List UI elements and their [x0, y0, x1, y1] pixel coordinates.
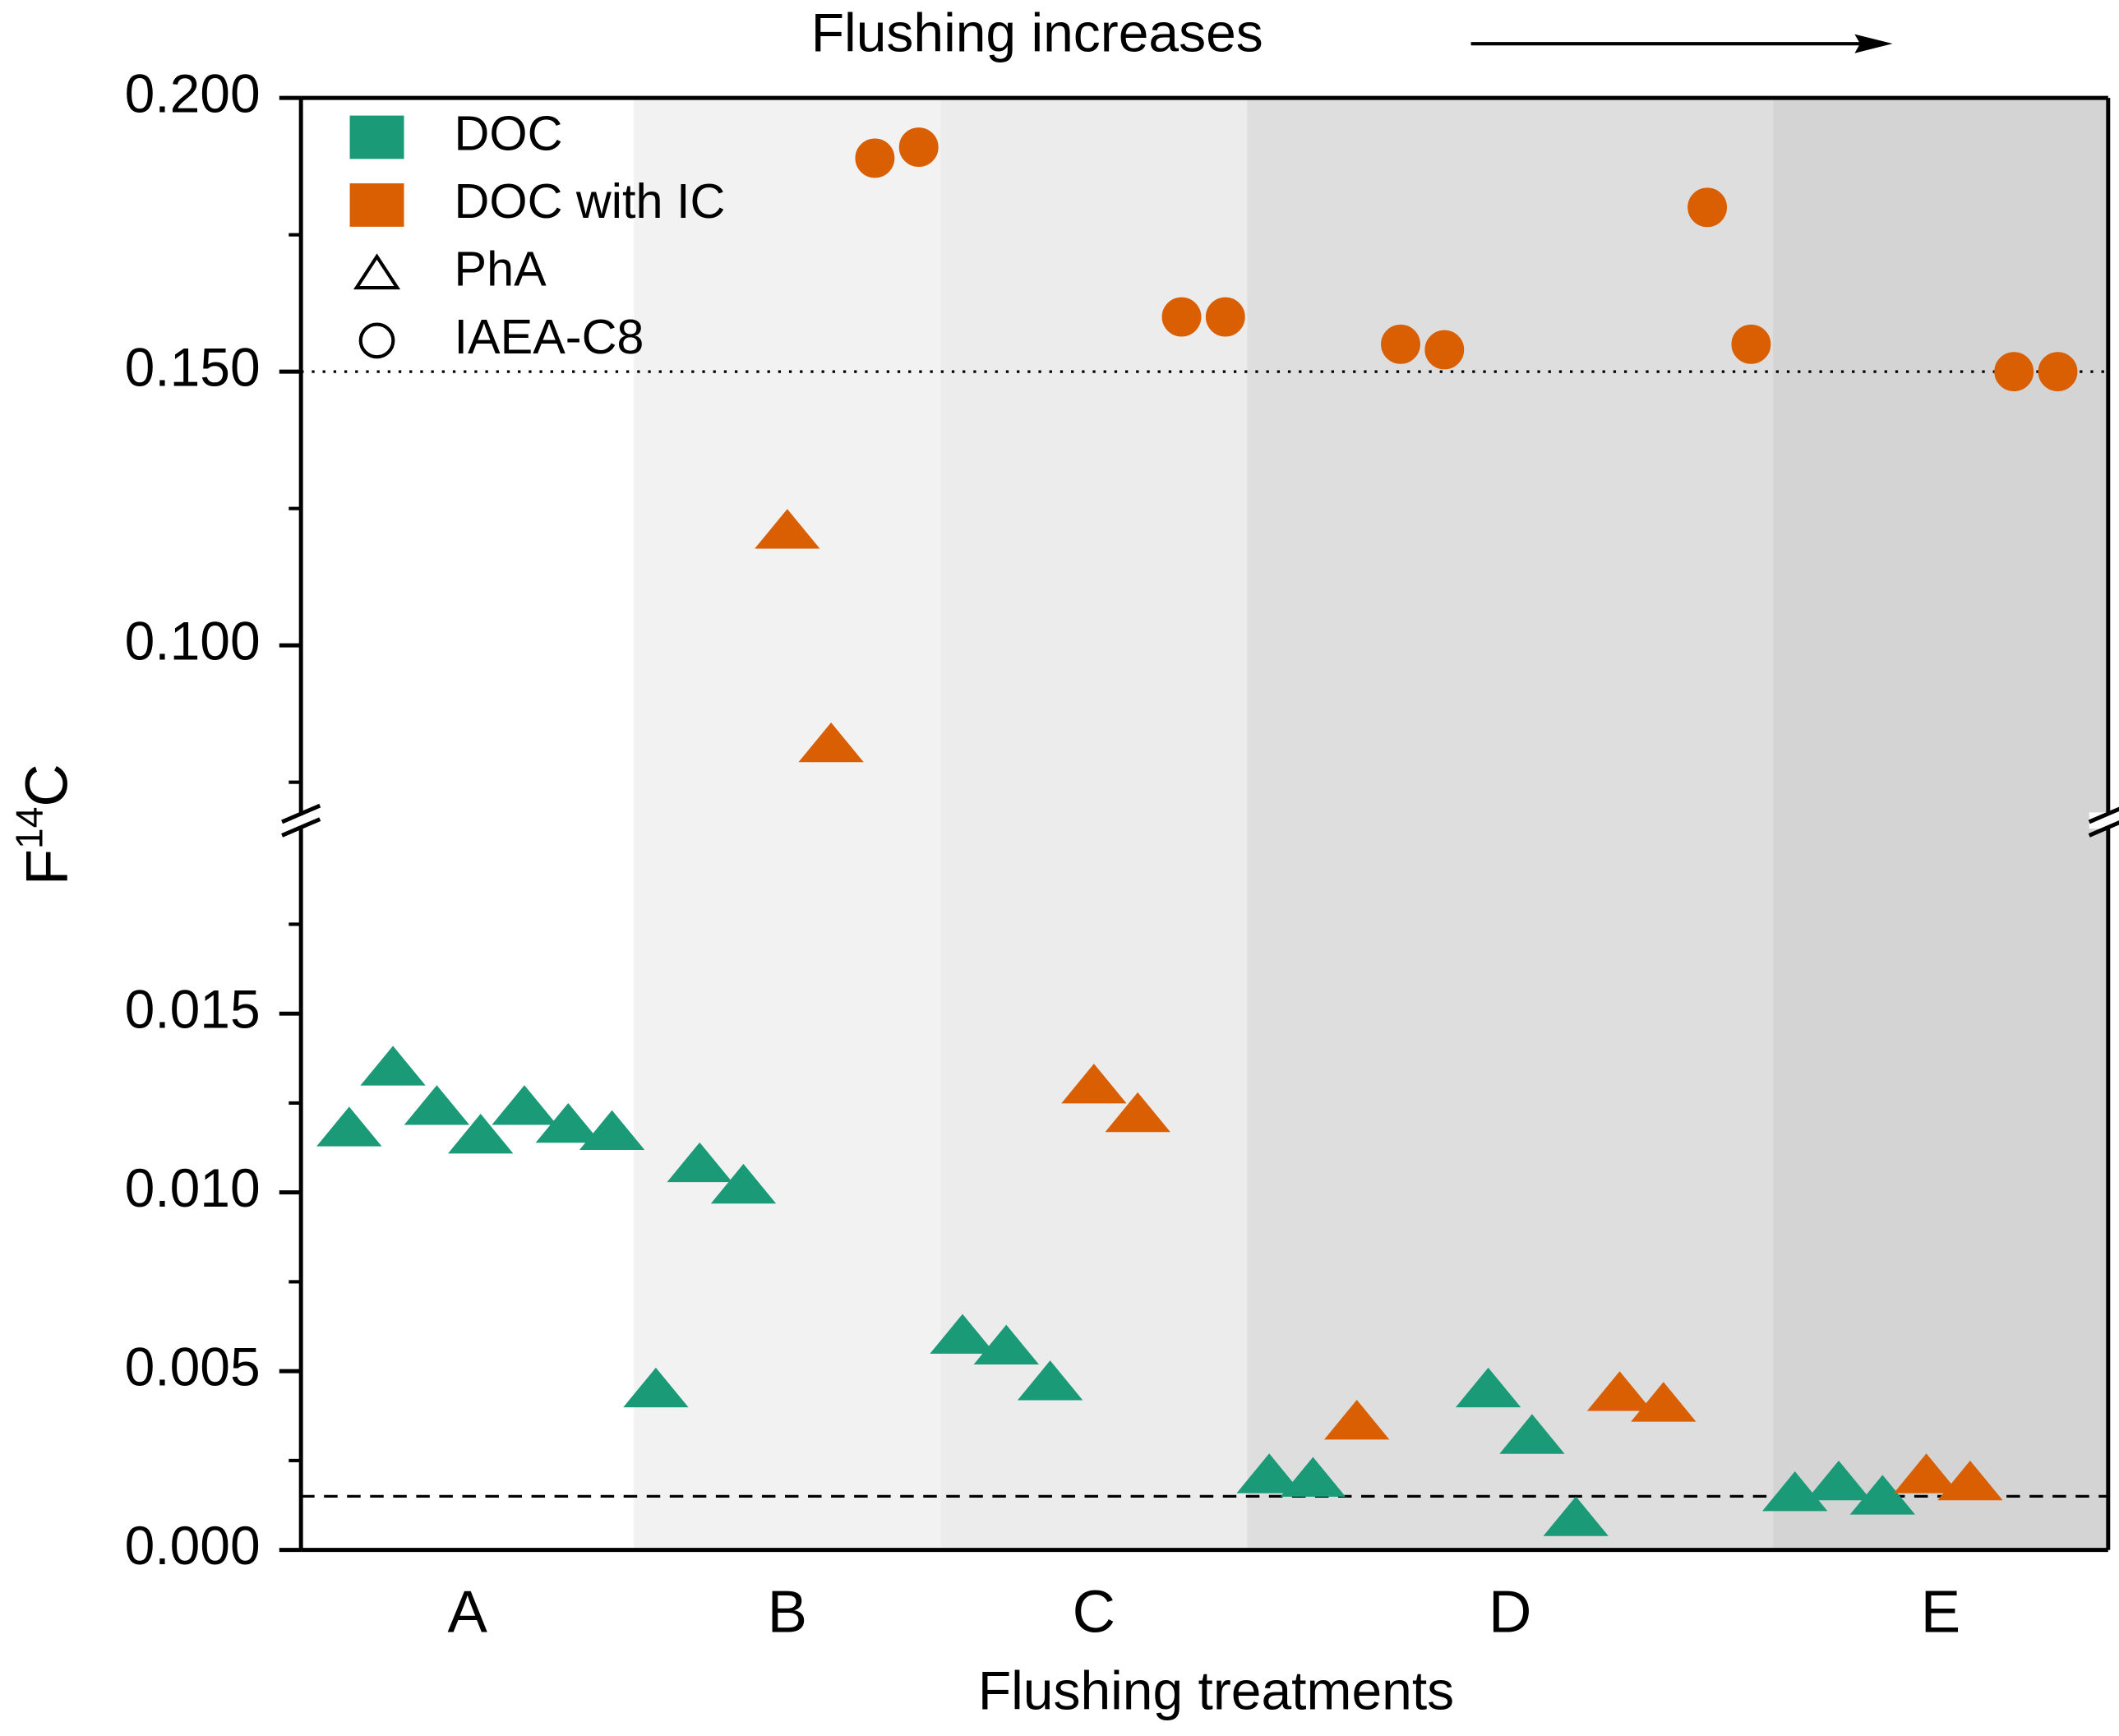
data-point [360, 1046, 426, 1086]
data-point [1161, 297, 1202, 337]
x-tick-label: E [1921, 1579, 1960, 1646]
legend-shape [353, 253, 401, 290]
axis-break-mark [2088, 820, 2119, 838]
data-point [1280, 1457, 1346, 1497]
data-point [1762, 1471, 1828, 1512]
group-band [301, 98, 635, 1550]
data-point [755, 509, 820, 549]
data-point [492, 1085, 557, 1125]
data-point [1424, 330, 1465, 370]
data-point [1849, 1475, 1915, 1515]
legend-shape [358, 322, 395, 359]
x-tick-label: A [448, 1579, 488, 1646]
data-point [930, 1314, 995, 1354]
data-point [1381, 324, 1420, 364]
group-band [940, 98, 1248, 1550]
data-point [1731, 324, 1771, 364]
axis-break-mark [281, 803, 321, 824]
y-title-sup: 14 [8, 807, 51, 849]
data-point [535, 1102, 601, 1143]
y-tick-label: 0.100 [125, 611, 261, 672]
data-point [2038, 352, 2078, 392]
annotation: Flushing increases [811, 2, 1263, 62]
y-axis-title: F14C [8, 764, 81, 885]
background-layer [301, 98, 2108, 1550]
x-tick-label: D [1489, 1579, 1531, 1646]
data-point [1687, 187, 1728, 228]
y-title-tail: C [14, 764, 81, 806]
y-tick-label: 0.150 [125, 337, 261, 398]
axis-break-mark [281, 817, 321, 838]
data-point [623, 1367, 689, 1408]
group-band [1773, 98, 2108, 1550]
data-point [448, 1114, 514, 1154]
y-tick-label: 0.015 [125, 979, 261, 1040]
data-point [1806, 1460, 1872, 1501]
legend-label: IAEA-C8 [455, 309, 644, 364]
data-point [316, 1106, 382, 1147]
data-point [1324, 1400, 1390, 1440]
data-point [579, 1110, 645, 1150]
x-tick-label: B [768, 1579, 807, 1646]
data-point [855, 138, 895, 178]
data-point [404, 1085, 470, 1125]
data-point [667, 1142, 732, 1183]
data-point [1937, 1460, 2003, 1501]
legend-label: PhA [455, 242, 547, 297]
data-point [1631, 1382, 1697, 1422]
y-tick-label: 0.010 [125, 1157, 261, 1218]
data-point [710, 1163, 777, 1204]
data-point [1499, 1414, 1565, 1454]
x-axis-title: Flushing treatments [978, 1660, 1454, 1721]
data-point [1205, 297, 1245, 337]
data-point [1017, 1360, 1083, 1401]
data-point [1455, 1367, 1521, 1408]
data-point [1061, 1064, 1127, 1104]
data-point [973, 1324, 1039, 1364]
data-point [1893, 1453, 1960, 1494]
y-tick-label: 0.200 [125, 63, 261, 124]
legend-swatch [349, 115, 404, 159]
data-point [1994, 352, 2034, 392]
y-title-base: F [14, 849, 81, 885]
data-point [1543, 1496, 1609, 1536]
data-point [798, 722, 864, 763]
legend-label: DOC [455, 106, 563, 161]
group-band [1247, 98, 1774, 1550]
data-point [1586, 1371, 1653, 1411]
y-tick-label: 0.005 [125, 1337, 261, 1397]
foreground-layer: A B C D E 0.000 0.005 0.010 0.015 0.100 0.150 0.200… [125, 63, 2119, 1646]
data-point [1236, 1453, 1302, 1494]
legend-swatch [349, 183, 404, 227]
x-tick-label: C [1073, 1579, 1115, 1646]
legend-label: DOC with IC [455, 173, 726, 229]
annotation-arrowhead [1854, 34, 1893, 53]
group-band [634, 98, 941, 1550]
data-point [898, 127, 939, 168]
y-tick-label: 0.000 [125, 1515, 261, 1576]
axis-break-mark [2088, 806, 2119, 824]
data-point [1105, 1092, 1170, 1133]
